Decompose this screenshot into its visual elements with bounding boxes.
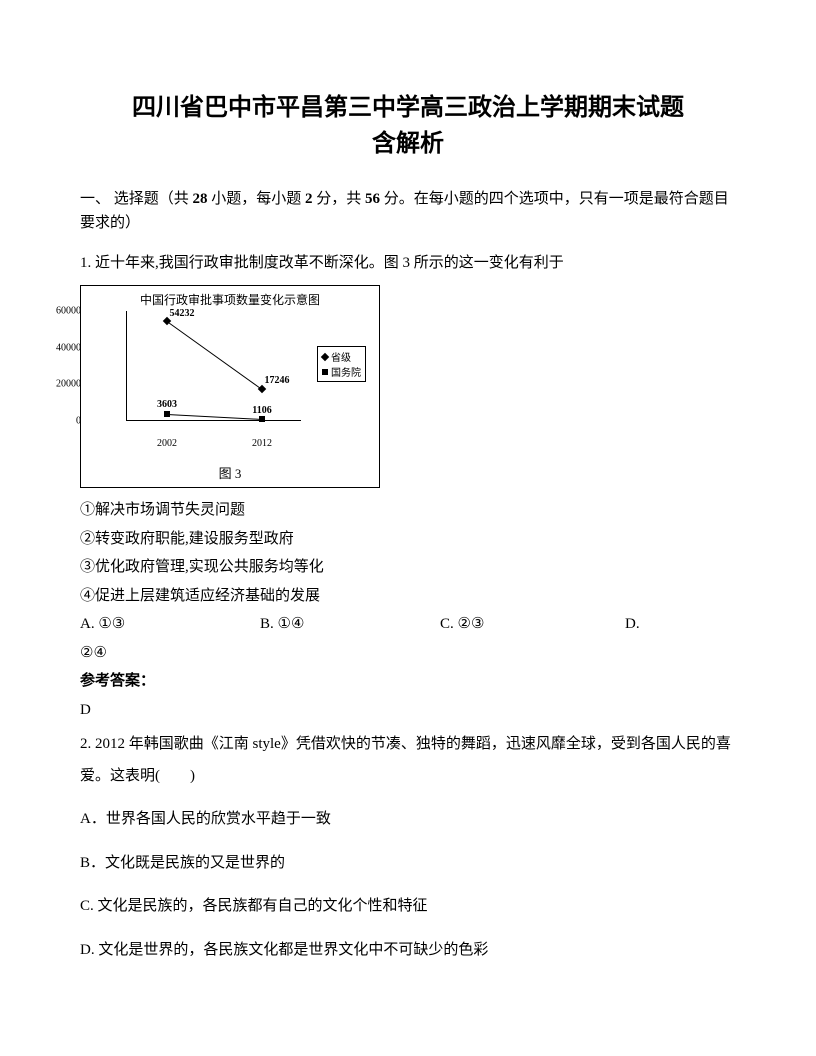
series1-line xyxy=(167,321,263,390)
question-1-stem: 1. 近十年来,我国行政审批制度改革不断深化。图 3 所示的这一变化有利于 xyxy=(80,250,736,277)
series1-label-2: 17246 xyxy=(265,375,290,386)
q1-answer: D xyxy=(80,696,736,725)
q1-option-1: ①解决市场调节失灵问题 xyxy=(80,496,736,525)
series2-point-1 xyxy=(164,411,170,417)
q1-option-3: ③优化政府管理,实现公共服务均等化 xyxy=(80,553,736,582)
q1-choice-c: C. ②③ xyxy=(440,610,625,639)
series2-label-2: 1106 xyxy=(252,405,271,416)
chart-title: 中国行政审批事项数量变化示意图 xyxy=(86,291,374,308)
legend-item-2: 国务院 xyxy=(322,364,361,379)
q1-choice-d-continued: ②④ xyxy=(80,639,736,668)
q2-choice-b: B．文化既是民族的又是世界的 xyxy=(80,848,736,880)
chart-area: 0 20000 40000 60000 54232 17246 3603 110… xyxy=(126,311,369,441)
series2-label-1: 3603 xyxy=(157,399,177,410)
chart-legend: 省级 国务院 xyxy=(317,346,366,382)
series1-label-1: 54232 xyxy=(170,308,195,319)
q1-choice-a: A. ①③ xyxy=(80,610,260,639)
legend-item-1: 省级 xyxy=(322,349,361,364)
figure-label: 图 3 xyxy=(86,463,374,482)
q1-choices: A. ①③ B. ①④ C. ②③ D. xyxy=(80,610,736,639)
q2-choice-c: C. 文化是民族的，各民族都有自己的文化个性和特征 xyxy=(80,891,736,923)
q2-choice-d: D. 文化是世界的，各民族文化都是世界文化中不可缺少的色彩 xyxy=(80,935,736,967)
q1-choice-d: D. xyxy=(625,610,640,639)
title-line-1: 四川省巴中市平昌第三中学高三政治上学期期末试题 xyxy=(132,95,684,121)
series2-line xyxy=(167,414,262,420)
q1-option-2: ②转变政府职能,建设服务型政府 xyxy=(80,525,736,554)
diamond-icon xyxy=(321,352,329,360)
chart-plot: 54232 17246 3603 1106 2002 2012 xyxy=(126,311,301,421)
q1-option-4: ④促进上层建筑适应经济基础的发展 xyxy=(80,582,736,611)
q2-choice-a: A．世界各国人民的欣赏水平趋于一致 xyxy=(80,804,736,836)
title-line-2: 含解析 xyxy=(372,131,444,157)
square-icon xyxy=(322,369,328,375)
chart-figure-3: 中国行政审批事项数量变化示意图 0 20000 40000 60000 5423… xyxy=(80,285,380,488)
q1-choice-b: B. ①④ xyxy=(260,610,440,639)
answer-label: 参考答案： xyxy=(80,667,736,696)
series1-point-2 xyxy=(258,385,266,393)
question-2-stem: 2. 2012 年韩国歌曲《江南 style》凭借欢快的节凑、独特的舞蹈，迅速风… xyxy=(80,729,736,792)
section-header: 一、 选择题（共 28 小题，每小题 2 分，共 56 分。在每小题的四个选项中… xyxy=(80,187,736,235)
document-title: 四川省巴中市平昌第三中学高三政治上学期期末试题 含解析 xyxy=(80,90,736,162)
series2-point-2 xyxy=(259,416,265,422)
